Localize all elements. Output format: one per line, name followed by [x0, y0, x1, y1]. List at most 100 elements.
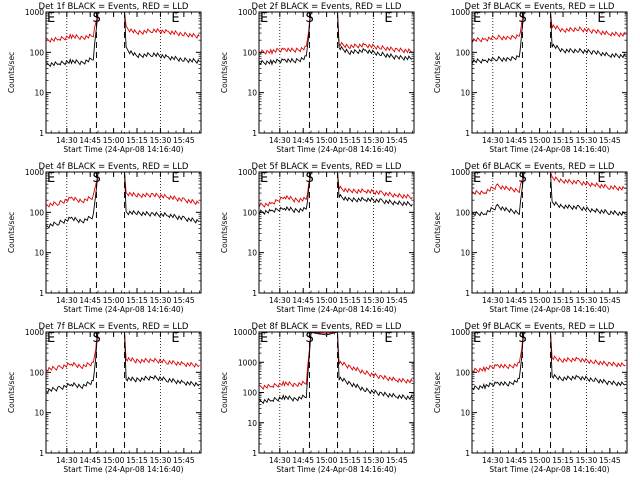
x-tick-label: 15:30: [363, 136, 385, 145]
y-tick-label: 1: [465, 129, 470, 138]
y-axis-label: Counts/sec: [220, 52, 229, 93]
x-tick-label: 15:00: [316, 296, 338, 305]
y-tick-label: 1000: [238, 168, 257, 177]
y-axis-label: Counts/sec: [433, 372, 442, 413]
detector-panel-2: Det 2f BLACK = Events, RED = LLD E S E 1 10 10…: [213, 0, 426, 160]
marker-label-S: S: [518, 171, 526, 186]
detector-panel-8: Det 8f BLACK = Events, RED = LLD E S E 1 10 10…: [213, 320, 426, 480]
y-tick-label: 1: [465, 289, 470, 298]
x-tick-label: 15:30: [576, 136, 598, 145]
panel-title: Det 4f BLACK = Events, RED = LLD: [39, 162, 189, 172]
panel-title: Det 8f BLACK = Events, RED = LLD: [252, 322, 402, 332]
x-tick-label: 15:00: [103, 136, 125, 145]
marker-label-E: E: [260, 331, 268, 346]
y-tick-label: 1: [465, 449, 470, 458]
marker-label-E: E: [47, 331, 55, 346]
x-axis-label: Start Time (24-Apr-08 14:16:40): [276, 305, 396, 314]
x-axis-label: Start Time (24-Apr-08 14:16:40): [63, 145, 183, 154]
marker-label-S: S: [305, 331, 313, 346]
x-tick-label: 15:15: [552, 296, 574, 305]
plot-frame: [258, 171, 415, 294]
x-tick-label: 15:30: [150, 296, 172, 305]
y-tick-label: 10: [247, 419, 257, 428]
marker-label-E: E: [171, 11, 179, 26]
x-axis-label: Start Time (24-Apr-08 14:16:40): [276, 145, 396, 154]
x-tick-label: 14:30: [482, 456, 504, 465]
detector-panel-1: Det 1f BLACK = Events, RED = LLD E S E 1 10 10…: [0, 0, 213, 160]
x-tick-label: 14:45: [292, 456, 314, 465]
y-tick-label: 1000: [238, 8, 257, 17]
x-tick-label: 15:00: [103, 456, 125, 465]
y-tick-label: 1000: [25, 168, 44, 177]
x-tick-label: 14:30: [482, 136, 504, 145]
x-tick-label: 14:45: [505, 456, 527, 465]
x-tick-label: 15:00: [103, 296, 125, 305]
x-axis-label: Start Time (24-Apr-08 14:16:40): [63, 305, 183, 314]
detector-panel-9: Det 9f BLACK = Events, RED = LLD E S E 1 10 10…: [426, 320, 639, 480]
y-tick-label: 100: [456, 368, 471, 377]
plot-frame: [471, 11, 628, 134]
marker-label-E: E: [171, 331, 179, 346]
x-axis-label: Start Time (24-Apr-08 14:16:40): [489, 465, 609, 474]
marker-label-E: E: [473, 171, 481, 186]
marker-label-E: E: [47, 171, 55, 186]
y-tick-label: 1: [252, 129, 257, 138]
x-tick-label: 15:45: [386, 456, 408, 465]
x-tick-label: 15:30: [576, 456, 598, 465]
x-tick-label: 15:30: [150, 136, 172, 145]
y-tick-label: 10: [34, 89, 44, 98]
x-tick-label: 14:30: [269, 296, 291, 305]
x-tick-label: 14:45: [79, 136, 101, 145]
y-tick-label: 100: [243, 208, 258, 217]
y-tick-label: 1000: [451, 168, 470, 177]
y-tick-label: 1: [252, 289, 257, 298]
y-tick-label: 100: [243, 48, 258, 57]
x-axis-label: Start Time (24-Apr-08 14:16:40): [276, 465, 396, 474]
y-tick-label: 100: [30, 208, 45, 217]
y-tick-label: 100: [30, 48, 45, 57]
x-tick-label: 15:15: [126, 296, 148, 305]
marker-label-E: E: [597, 11, 605, 26]
marker-label-E: E: [260, 11, 268, 26]
x-tick-label: 15:30: [150, 456, 172, 465]
y-tick-label: 10: [460, 89, 470, 98]
y-tick-label: 10000: [233, 328, 257, 337]
x-tick-label: 15:15: [339, 136, 361, 145]
y-tick-label: 100: [243, 389, 258, 398]
detector-panel-7: Det 7f BLACK = Events, RED = LLD E S E 1 10 10…: [0, 320, 213, 480]
y-tick-label: 10: [34, 409, 44, 418]
panel-title: Det 9f BLACK = Events, RED = LLD: [465, 322, 615, 332]
y-tick-label: 1: [252, 449, 257, 458]
x-tick-label: 14:30: [269, 136, 291, 145]
x-tick-label: 15:45: [173, 136, 195, 145]
panel-title: Det 5f BLACK = Events, RED = LLD: [252, 162, 402, 172]
y-axis-label: Counts/sec: [7, 52, 16, 93]
x-axis-label: Start Time (24-Apr-08 14:16:40): [489, 305, 609, 314]
marker-label-E: E: [597, 331, 605, 346]
panel-title: Det 1f BLACK = Events, RED = LLD: [39, 2, 189, 12]
y-tick-label: 1000: [451, 8, 470, 17]
y-tick-label: 1000: [25, 328, 44, 337]
y-tick-label: 100: [456, 208, 471, 217]
x-tick-label: 15:45: [173, 296, 195, 305]
x-tick-label: 14:45: [505, 136, 527, 145]
x-tick-label: 14:45: [79, 296, 101, 305]
x-tick-label: 15:45: [173, 456, 195, 465]
y-axis-label: Counts/sec: [220, 372, 229, 413]
x-tick-label: 14:30: [482, 296, 504, 305]
y-tick-label: 10: [34, 249, 44, 258]
marker-label-S: S: [518, 331, 526, 346]
y-axis-label: Counts/sec: [433, 212, 442, 253]
x-axis-label: Start Time (24-Apr-08 14:16:40): [63, 465, 183, 474]
y-axis-label: Counts/sec: [7, 212, 16, 253]
x-tick-label: 14:45: [505, 296, 527, 305]
y-tick-label: 100: [456, 48, 471, 57]
